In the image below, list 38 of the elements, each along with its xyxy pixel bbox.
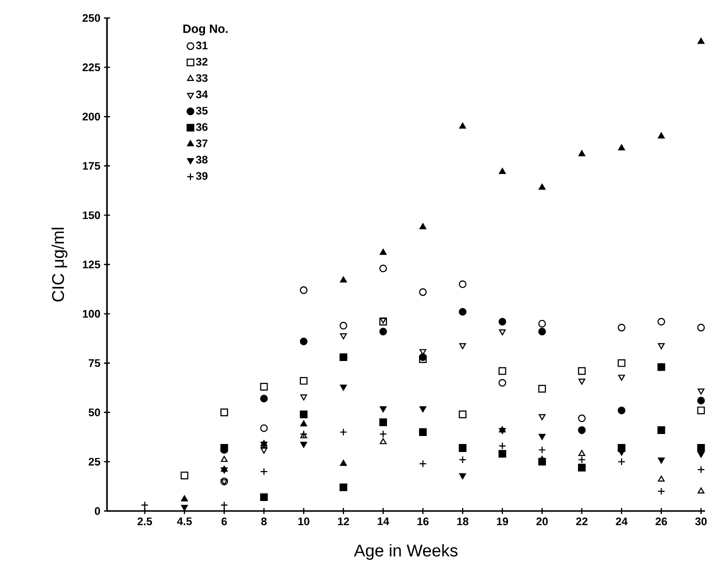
x-tick-label: 4.5: [177, 518, 192, 526]
x-tick-label: 8: [261, 518, 267, 526]
x-tick-label: 2.5: [138, 518, 152, 526]
legend-label: 36: [196, 123, 208, 131]
legend-label: 37: [196, 139, 208, 148]
legend-label: 31: [196, 42, 208, 50]
x-tick-label: 18: [457, 518, 468, 526]
x-tick-label: 24: [616, 518, 628, 526]
y-tick-label: 225: [82, 63, 100, 72]
y-tick-label: 0: [94, 507, 100, 515]
legend-label: 38: [196, 156, 208, 164]
x-tick-label: 30: [695, 518, 707, 526]
x-tick-label: 19: [496, 518, 508, 526]
legend-label: 34: [196, 90, 208, 98]
legend-label: 32: [196, 58, 208, 66]
x-tick-label: 6: [222, 518, 227, 526]
legend-label: 33: [196, 74, 208, 82]
x-tick-label: 26: [656, 518, 667, 526]
y-tick-label: 25: [88, 458, 100, 466]
legend-label: 39: [196, 172, 208, 180]
x-axis-title: Age in Weeks: [354, 544, 458, 560]
y-tick-label: 150: [82, 211, 100, 220]
legend-title: Dog No.: [183, 24, 228, 36]
y-tick-label: 175: [82, 162, 100, 170]
x-tick-label: 14: [378, 518, 390, 526]
x-tick-label: 10: [298, 518, 310, 526]
y-tick-label: 250: [82, 14, 100, 22]
legend-label: 35: [196, 106, 208, 115]
y-tick-label: 50: [88, 408, 100, 416]
y-tick-label: 75: [88, 359, 100, 367]
y-tick-label: 200: [82, 112, 100, 120]
x-tick-label: 12: [338, 518, 350, 526]
y-axis-title: CIC μg/ml: [52, 228, 68, 302]
x-tick-label: 20: [536, 518, 548, 526]
y-tick-label: 100: [82, 310, 100, 318]
x-tick-label: 16: [417, 518, 429, 526]
y-tick-label: 125: [82, 260, 100, 268]
x-tick-label: 22: [576, 518, 588, 526]
